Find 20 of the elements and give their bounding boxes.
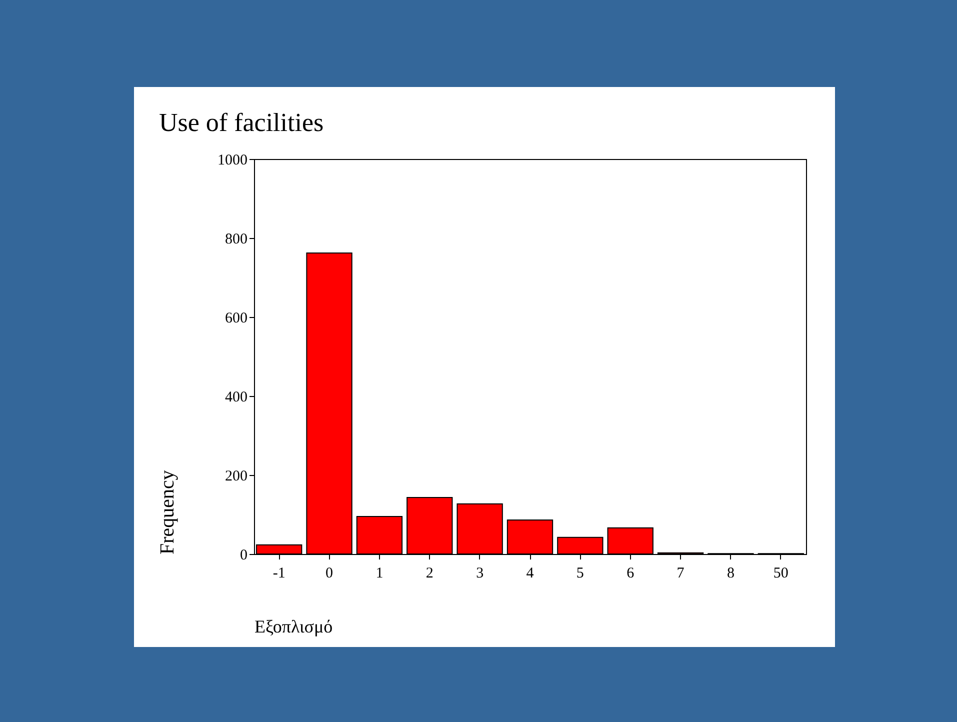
y-tick-label: 200 [225, 468, 248, 484]
x-tick-label: 2 [426, 566, 434, 582]
x-tick-label: 1 [376, 566, 384, 582]
y-axis-title: Frequency [156, 470, 178, 554]
y-tick-label: 800 [225, 232, 248, 248]
x-tick-label: 8 [726, 566, 734, 582]
y-tick-label: 600 [225, 310, 248, 326]
x-tick-label: 3 [476, 566, 484, 582]
x-tick-label: 0 [326, 566, 334, 582]
y-tick-label: 0 [240, 548, 248, 564]
y-tick-label: 1000 [218, 152, 248, 168]
x-tick-label: 5 [576, 566, 584, 582]
x-tick-label: 4 [526, 566, 534, 582]
chart-title: Use of facilities [159, 108, 324, 137]
x-tick-label: -1 [272, 566, 286, 582]
x-tick-label: 7 [676, 566, 685, 582]
x-axis-title: Εξοπλισμό [254, 616, 333, 636]
y-tick-label: 400 [225, 390, 248, 406]
x-tick-label: 50 [773, 566, 788, 582]
x-tick-label: 6 [626, 566, 635, 582]
